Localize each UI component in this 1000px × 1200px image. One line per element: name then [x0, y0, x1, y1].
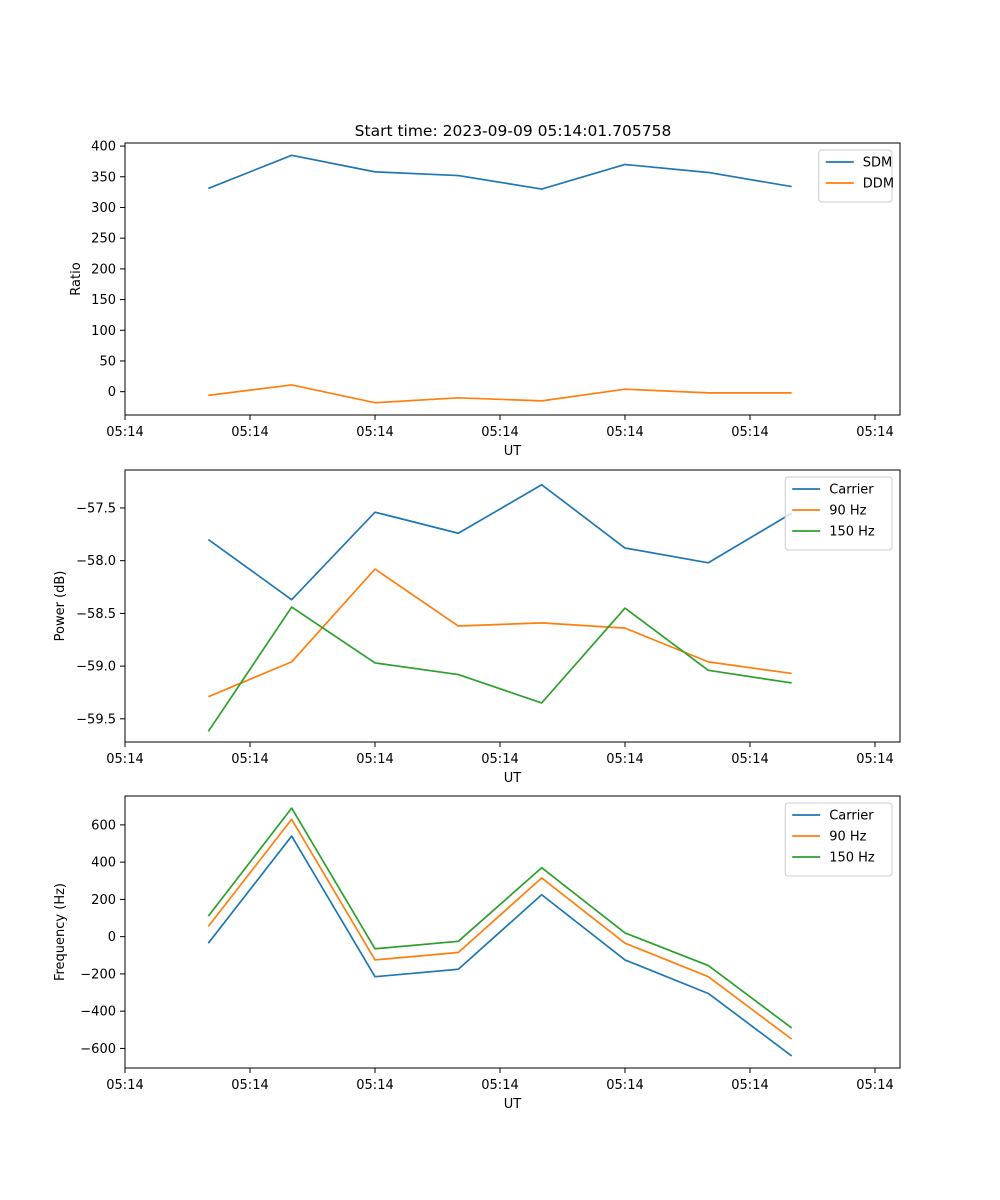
- series-line-carrier: [207, 483, 793, 601]
- series-line-150-hz: [207, 606, 792, 732]
- series-line-carrier: [207, 835, 793, 1057]
- y-tick-label: 0: [108, 385, 116, 400]
- x-tick-label: 05:14: [731, 425, 768, 440]
- y-tick-label: 600: [91, 818, 116, 833]
- x-tick-label: 05:14: [106, 425, 143, 440]
- y-tick-label: 300: [91, 201, 116, 216]
- legend-label: Carrier: [829, 483, 874, 498]
- y-tick-label: 250: [91, 232, 116, 247]
- figure-title: Start time: 2023-09-09 05:14:01.705758: [355, 122, 672, 140]
- x-tick-label: 05:14: [606, 1078, 643, 1093]
- x-tick-label: 05:14: [481, 752, 518, 767]
- y-tick-label: −59.5: [76, 712, 116, 727]
- y-axis-label: Frequency (Hz): [53, 883, 68, 981]
- y-tick-label: 150: [91, 293, 116, 308]
- x-tick-label: 05:14: [731, 752, 768, 767]
- x-tick-label: 05:14: [856, 1078, 893, 1093]
- legend: Carrier 90 Hz 150 Hz: [784, 476, 893, 551]
- y-axis-label: Ratio: [69, 262, 84, 295]
- y-tick-label: −600: [80, 1042, 116, 1057]
- y-tick-label: 350: [91, 170, 116, 185]
- subplots: 05:14 05:14 05:14 05:14 05:14 05:14 05:14 400 35…: [53, 140, 901, 1112]
- y-tick-label: 50: [99, 354, 116, 369]
- legend-label: 150 Hz: [829, 525, 875, 540]
- x-axis-label: UT: [504, 1097, 522, 1112]
- y-tick-label: −400: [80, 1005, 116, 1020]
- x-tick-label: 05:14: [356, 752, 393, 767]
- axes-frame: [124, 142, 901, 416]
- y-tick-label: 200: [91, 893, 116, 908]
- legend-label: SDM: [863, 156, 892, 171]
- x-tick-label: 05:14: [106, 1078, 143, 1093]
- x-tick-label: 05:14: [856, 752, 893, 767]
- series-line-sdm: [208, 154, 792, 190]
- subplot-1: 05:14 05:14 05:14 05:14 05:14 05:14 05:14 400 35…: [69, 140, 901, 459]
- x-tick-label: 05:14: [856, 425, 893, 440]
- x-tick-label: 05:14: [106, 752, 143, 767]
- y-tick-label: 0: [108, 930, 116, 945]
- x-tick-label: 05:14: [231, 1078, 268, 1093]
- x-tick-label: 05:14: [231, 752, 268, 767]
- axes-frame: [124, 795, 901, 1069]
- x-tick-label: 05:14: [606, 425, 643, 440]
- legend-label: 90 Hz: [829, 830, 866, 845]
- y-axis-label: Power (dB): [53, 571, 68, 642]
- y-tick-label: 200: [91, 262, 116, 277]
- x-tick-label: 05:14: [606, 752, 643, 767]
- x-axis-label: UT: [504, 771, 522, 786]
- legend-box: [818, 149, 893, 203]
- x-tick-label: 05:14: [356, 1078, 393, 1093]
- x-tick-label: 05:14: [481, 1078, 518, 1093]
- x-axis-label: UT: [504, 444, 522, 459]
- legend: Carrier 90 Hz 150 Hz: [784, 802, 893, 877]
- y-tick-label: −57.5: [76, 501, 116, 516]
- y-tick-label: −200: [80, 967, 116, 982]
- x-tick-label: 05:14: [481, 425, 518, 440]
- x-tick-label: 05:14: [731, 1078, 768, 1093]
- x-tick-label: 05:14: [356, 425, 393, 440]
- legend: SDM DDM: [818, 149, 894, 203]
- axes-frame: [124, 469, 901, 743]
- subplot-2: 05:14 05:14 05:14 05:14 05:14 05:14 05:14 −57.5…: [53, 469, 901, 786]
- x-tick-label: 05:14: [231, 425, 268, 440]
- legend-label: 150 Hz: [829, 851, 875, 866]
- legend-label: 90 Hz: [829, 504, 866, 519]
- y-tick-label: −58.5: [76, 607, 116, 622]
- series-line-150-hz: [207, 807, 793, 1029]
- y-tick-label: 100: [91, 324, 116, 339]
- subplot-3: 05:14 05:14 05:14 05:14 05:14 05:14 05:14 600 40…: [53, 795, 901, 1112]
- y-tick-label: −58.0: [76, 554, 116, 569]
- legend-label: DDM: [863, 177, 894, 192]
- legend-label: Carrier: [829, 809, 874, 824]
- y-tick-label: −59.0: [76, 660, 116, 675]
- y-tick-label: 400: [91, 140, 116, 155]
- y-tick-label: 400: [91, 856, 116, 871]
- series-line-90-hz: [207, 818, 793, 1040]
- series-line-90-hz: [208, 568, 792, 698]
- series-line-ddm: [208, 384, 792, 404]
